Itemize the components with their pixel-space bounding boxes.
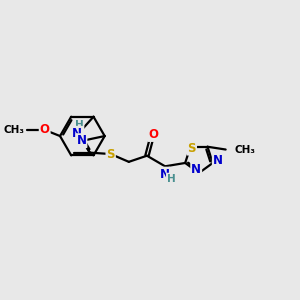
Text: N: N	[191, 163, 201, 176]
Text: S: S	[106, 148, 115, 160]
Text: N: N	[213, 154, 223, 167]
Text: N: N	[160, 168, 170, 181]
Text: O: O	[148, 128, 158, 141]
Text: H: H	[167, 174, 176, 184]
Text: CH₃: CH₃	[3, 125, 24, 135]
Text: S: S	[188, 142, 196, 154]
Text: N: N	[76, 134, 86, 147]
Text: CH₃: CH₃	[234, 145, 255, 154]
Text: H: H	[75, 120, 83, 130]
Text: N: N	[72, 127, 82, 140]
Text: O: O	[40, 123, 50, 136]
